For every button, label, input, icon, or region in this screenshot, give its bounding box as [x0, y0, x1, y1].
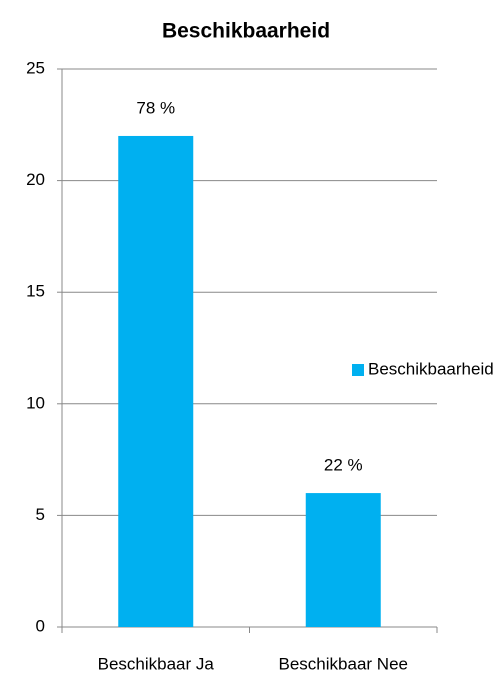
bar — [118, 135, 194, 627]
y-tick-label: 10 — [26, 393, 45, 412]
y-tick-label: 20 — [26, 170, 45, 189]
legend-label: Beschikbaarheid — [368, 359, 494, 378]
chart-title: Beschikbaarheid — [162, 20, 330, 43]
legend-swatch — [352, 364, 364, 376]
x-tick-label: Beschikbaar Nee — [279, 654, 408, 673]
x-tick-label: Beschikbaar Ja — [98, 654, 215, 673]
y-tick-label: 5 — [36, 505, 45, 524]
data-label: 22 % — [324, 456, 363, 475]
y-tick-label: 25 — [26, 58, 45, 77]
y-tick-label: 15 — [26, 282, 45, 301]
bar — [305, 493, 381, 627]
y-tick-label: 0 — [36, 616, 45, 635]
data-label: 78 % — [136, 98, 175, 117]
